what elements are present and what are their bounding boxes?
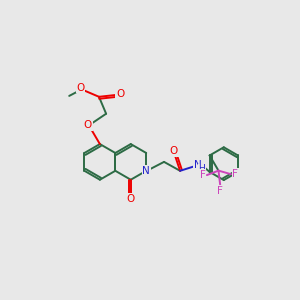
Text: H: H xyxy=(199,164,206,173)
Text: F: F xyxy=(232,169,238,179)
Text: O: O xyxy=(127,194,135,204)
Text: O: O xyxy=(116,89,124,99)
Text: N: N xyxy=(142,166,150,176)
Text: N: N xyxy=(194,160,202,170)
Text: O: O xyxy=(76,82,85,93)
Text: O: O xyxy=(84,120,92,130)
Text: F: F xyxy=(200,170,206,180)
Text: F: F xyxy=(217,186,223,196)
Text: O: O xyxy=(169,146,178,156)
